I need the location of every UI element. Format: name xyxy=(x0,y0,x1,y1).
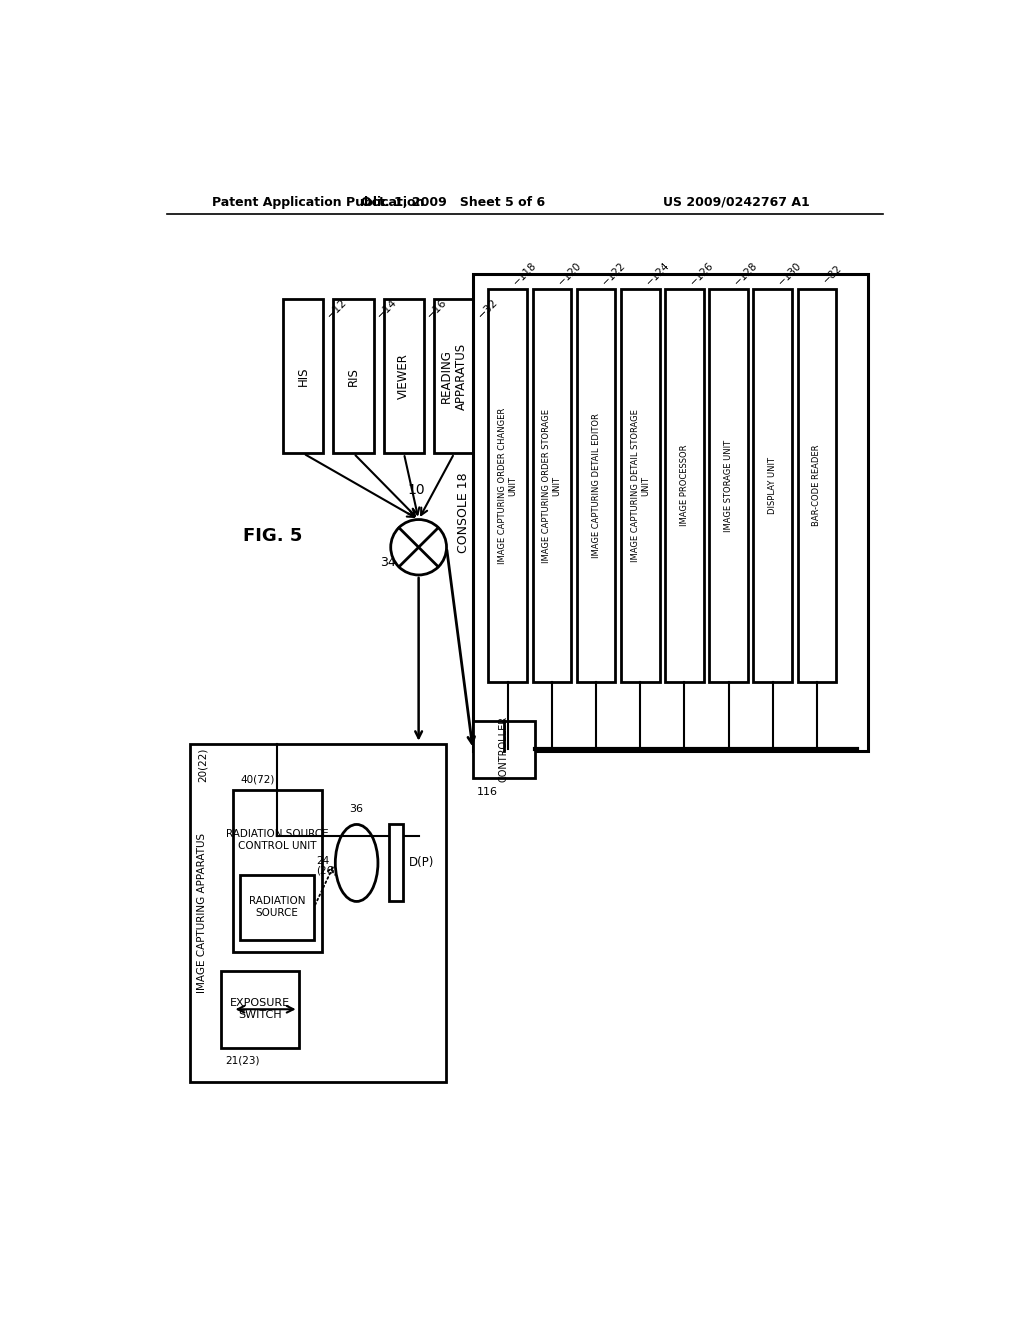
Text: −130: −130 xyxy=(776,260,804,288)
Text: 36: 36 xyxy=(349,804,364,814)
Bar xyxy=(190,743,445,1082)
Text: HIS: HIS xyxy=(297,367,309,385)
Bar xyxy=(334,300,374,453)
Text: RADIATION
SOURCE: RADIATION SOURCE xyxy=(249,896,305,917)
Text: 21(23): 21(23) xyxy=(225,1055,259,1065)
Text: 24: 24 xyxy=(316,855,330,866)
Bar xyxy=(665,289,703,682)
Bar xyxy=(621,289,659,682)
Bar xyxy=(221,970,299,1048)
Bar xyxy=(798,289,837,682)
Text: VIEWER: VIEWER xyxy=(397,354,411,399)
Bar xyxy=(754,289,793,682)
Text: 10: 10 xyxy=(407,483,425,496)
Text: 40(72): 40(72) xyxy=(241,774,274,784)
Bar xyxy=(532,289,571,682)
Text: −16: −16 xyxy=(426,297,450,321)
Text: 20(22): 20(22) xyxy=(198,748,208,783)
Bar xyxy=(488,289,527,682)
Text: −14: −14 xyxy=(375,297,399,321)
Bar xyxy=(283,300,324,453)
Text: IMAGE CAPTURING DETAIL EDITOR: IMAGE CAPTURING DETAIL EDITOR xyxy=(592,413,601,558)
Text: −118: −118 xyxy=(512,260,539,288)
Text: DISPLAY UNIT: DISPLAY UNIT xyxy=(768,457,777,515)
Text: CONTROLLER: CONTROLLER xyxy=(499,717,509,783)
Text: RADIATION SOURCE
CONTROL UNIT: RADIATION SOURCE CONTROL UNIT xyxy=(226,829,329,850)
Text: −124: −124 xyxy=(644,260,672,288)
Text: IMAGE STORAGE UNIT: IMAGE STORAGE UNIT xyxy=(724,440,733,532)
Text: −128: −128 xyxy=(732,260,760,288)
Text: IMAGE CAPTURING DETAIL STORAGE
UNIT: IMAGE CAPTURING DETAIL STORAGE UNIT xyxy=(631,409,650,562)
Text: FIG. 5: FIG. 5 xyxy=(243,527,302,545)
Text: 34: 34 xyxy=(380,556,395,569)
Text: EXPOSURE
SWITCH: EXPOSURE SWITCH xyxy=(229,998,290,1020)
Text: −12: −12 xyxy=(325,297,348,321)
Text: CONSOLE 18: CONSOLE 18 xyxy=(457,473,470,553)
Text: IMAGE PROCESSOR: IMAGE PROCESSOR xyxy=(680,445,689,527)
Text: US 2009/0242767 A1: US 2009/0242767 A1 xyxy=(663,195,810,209)
Text: D(P): D(P) xyxy=(410,857,435,870)
Text: −32: −32 xyxy=(476,297,500,321)
Bar xyxy=(389,825,403,902)
Bar xyxy=(232,789,322,952)
Bar xyxy=(710,289,748,682)
Text: 116: 116 xyxy=(477,787,498,797)
Text: Oct. 1, 2009   Sheet 5 of 6: Oct. 1, 2009 Sheet 5 of 6 xyxy=(361,195,546,209)
Text: −120: −120 xyxy=(556,260,583,288)
Text: IMAGE CAPTURING ORDER STORAGE
UNIT: IMAGE CAPTURING ORDER STORAGE UNIT xyxy=(543,409,561,562)
Text: IMAGE CAPTURING APPARATUS: IMAGE CAPTURING APPARATUS xyxy=(198,833,208,993)
Bar xyxy=(473,275,868,751)
Bar xyxy=(384,300,424,453)
Text: Patent Application Publication: Patent Application Publication xyxy=(212,195,424,209)
Text: −122: −122 xyxy=(600,260,628,288)
Bar xyxy=(434,300,474,453)
Bar xyxy=(473,721,535,779)
Text: READING
APPARATUS: READING APPARATUS xyxy=(440,343,468,411)
Bar xyxy=(577,289,615,682)
Text: −126: −126 xyxy=(688,260,716,288)
Bar xyxy=(241,874,314,940)
Text: BAR-CODE READER: BAR-CODE READER xyxy=(812,445,821,527)
Text: IMAGE CAPTURING ORDER CHANGER
UNIT: IMAGE CAPTURING ORDER CHANGER UNIT xyxy=(498,408,517,564)
Text: RIS: RIS xyxy=(347,367,360,385)
Text: (26): (26) xyxy=(316,866,338,875)
Text: −82: −82 xyxy=(821,263,844,285)
